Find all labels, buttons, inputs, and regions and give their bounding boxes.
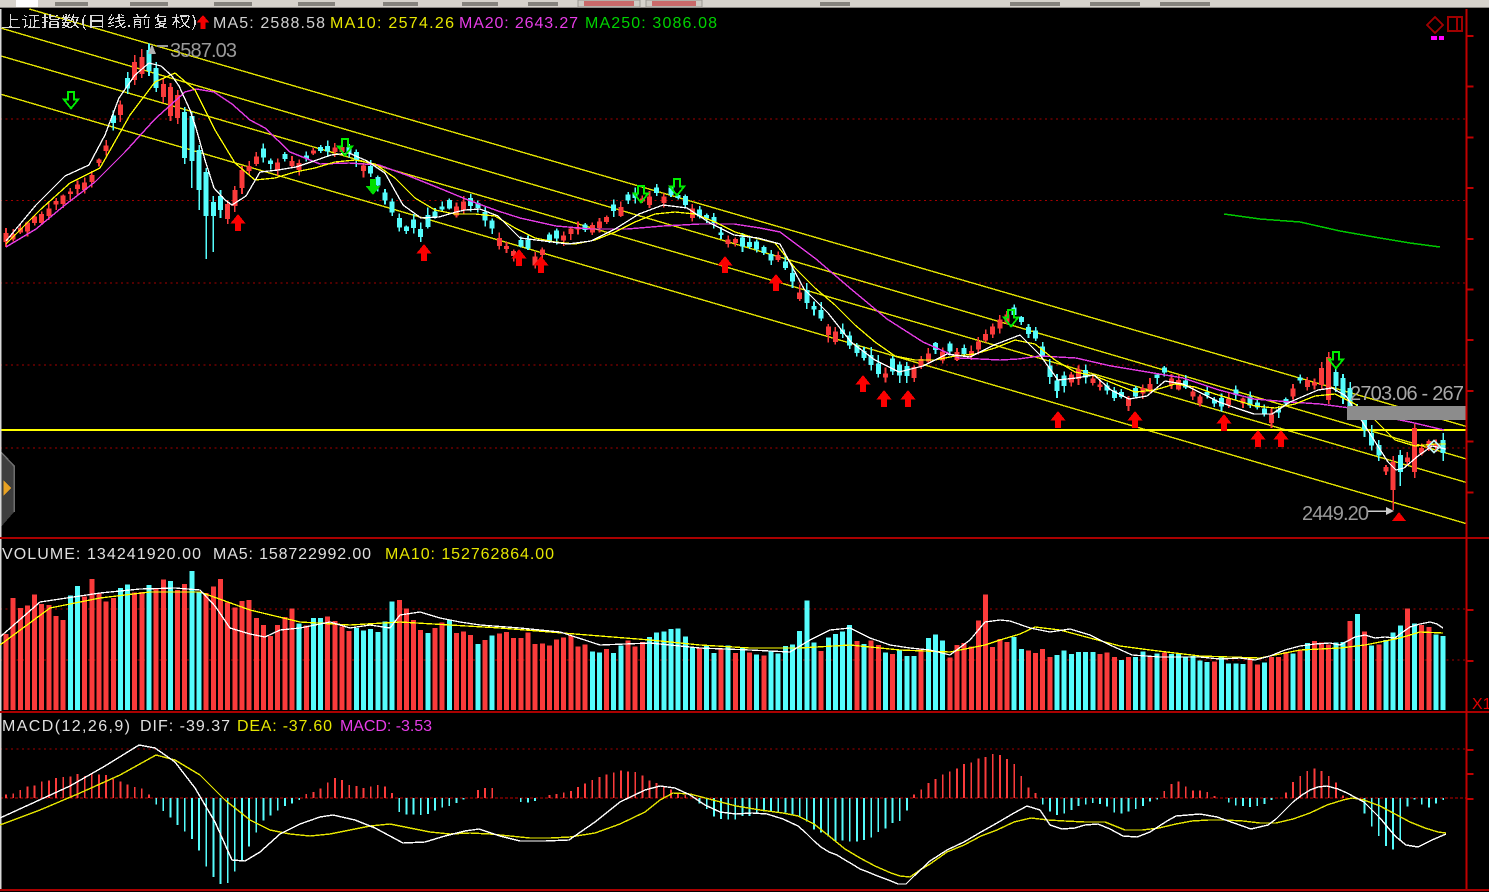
svg-text:DEA: -37.60: DEA: -37.60 — [237, 718, 332, 735]
svg-text:MACD(12,26,9): MACD(12,26,9) — [2, 718, 130, 735]
svg-text:2703.06 - 267: 2703.06 - 267 — [1350, 383, 1464, 405]
svg-text:MA20: 2643.27: MA20: 2643.27 — [459, 15, 578, 32]
svg-text:MA5: 2588.58: MA5: 2588.58 — [213, 15, 325, 32]
svg-text:MA5: 158722992.00: MA5: 158722992.00 — [213, 546, 371, 563]
svg-text:2449.20: 2449.20 — [1302, 503, 1369, 525]
svg-text:3587.03: 3587.03 — [170, 40, 237, 62]
svg-text:VOLUME: 134241920.00: VOLUME: 134241920.00 — [2, 546, 201, 563]
svg-text:X1: X1 — [1472, 696, 1489, 713]
svg-text:MA10: 2574.26: MA10: 2574.26 — [330, 15, 454, 32]
svg-text:MA250: 3086.08: MA250: 3086.08 — [585, 15, 717, 32]
svg-text:DIF: -39.37: DIF: -39.37 — [140, 718, 230, 735]
svg-text:MACD: -3.53: MACD: -3.53 — [340, 718, 432, 735]
svg-text:MA10: 152762864.00: MA10: 152762864.00 — [385, 546, 554, 563]
